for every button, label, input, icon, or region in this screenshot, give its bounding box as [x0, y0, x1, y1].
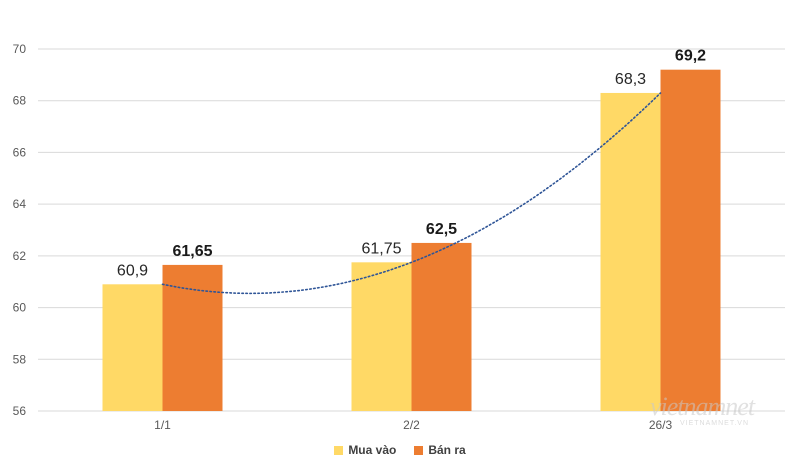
x-tick-label: 26/3	[649, 418, 673, 432]
y-tick-label: 56	[13, 404, 27, 418]
data-label: 68,3	[615, 71, 646, 88]
bar-ban-ra-2	[660, 69, 721, 411]
x-tick-label: 1/1	[154, 418, 171, 432]
bar-mua-vao-2	[600, 92, 661, 411]
y-tick-label: 62	[13, 249, 27, 263]
y-tick-label: 60	[13, 301, 27, 315]
data-label: 69,2	[675, 48, 706, 65]
data-label: 60,9	[117, 262, 148, 279]
trendline-group	[161, 92, 662, 295]
y-tick-label: 70	[13, 42, 27, 56]
data-label: 61,65	[172, 243, 212, 260]
vietnamnet-watermark: vietnamnet VIETNAMNET.VN	[650, 392, 770, 432]
legend-swatch-mua-vao	[334, 445, 344, 455]
bars	[102, 69, 721, 411]
bar-ban-ra-0	[162, 264, 223, 411]
legend-item-ban-ra: Bán ra	[414, 443, 466, 457]
watermark-url: VIETNAMNET.VN	[680, 420, 750, 427]
x-tick-label: 2/2	[403, 418, 420, 432]
y-tick-label: 66	[13, 145, 27, 159]
x-axis-ticks: 1/1 2/2 26/3	[154, 418, 672, 432]
data-labels: 60,9 61,65 61,75 62,5 68,3 69,2	[117, 48, 706, 280]
bar-ban-ra-1	[411, 242, 472, 411]
data-label: 61,75	[361, 240, 401, 257]
bar-mua-vao-0	[102, 284, 163, 411]
legend-swatch-ban-ra	[414, 445, 424, 455]
trendline	[161, 92, 662, 295]
y-tick-label: 64	[13, 197, 27, 211]
legend-label-mua-vao: Mua vào	[348, 443, 397, 457]
y-tick-label: 58	[13, 352, 27, 366]
data-label: 62,5	[426, 221, 457, 238]
y-axis-ticks: 56 58 60 62 64 66 68 70	[13, 42, 27, 418]
bar-mua-vao-1	[351, 262, 412, 411]
y-tick-label: 68	[13, 94, 27, 108]
watermark-logo: vietnamnet	[650, 392, 755, 421]
legend-item-mua-vao: Mua vào	[334, 443, 396, 457]
legend: Mua vào Bán ra	[0, 443, 800, 457]
legend-label-ban-ra: Bán ra	[428, 443, 466, 457]
